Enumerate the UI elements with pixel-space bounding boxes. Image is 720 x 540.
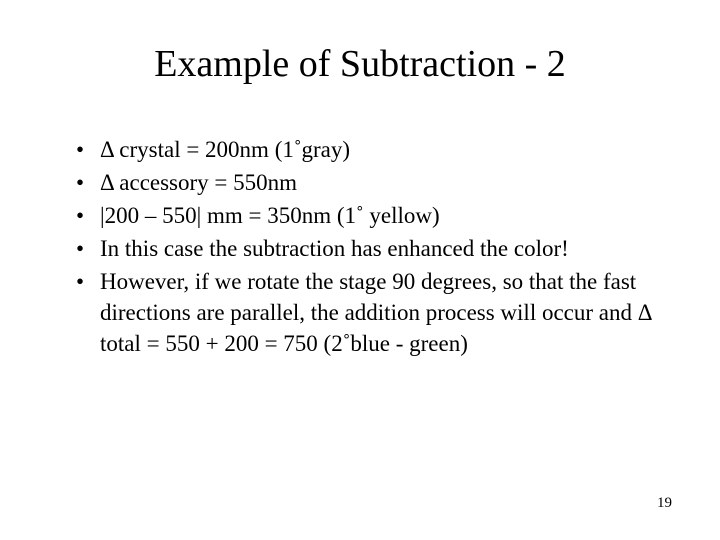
bullet-item: Δ accessory = 550nm: [76, 167, 672, 198]
bullet-item: In this case the subtraction has enhance…: [76, 233, 672, 264]
bullet-item: Δ crystal = 200nm (1˚gray): [76, 134, 672, 165]
slide: Example of Subtraction - 2 Δ crystal = 2…: [0, 0, 720, 540]
bullet-item: However, if we rotate the stage 90 degre…: [76, 266, 672, 359]
page-number: 19: [657, 495, 672, 512]
bullet-item: |200 – 550| mm = 350nm (1˚ yellow): [76, 200, 672, 231]
slide-title: Example of Subtraction - 2: [48, 42, 672, 86]
bullet-list: Δ crystal = 200nm (1˚gray) Δ accessory =…: [48, 134, 672, 359]
